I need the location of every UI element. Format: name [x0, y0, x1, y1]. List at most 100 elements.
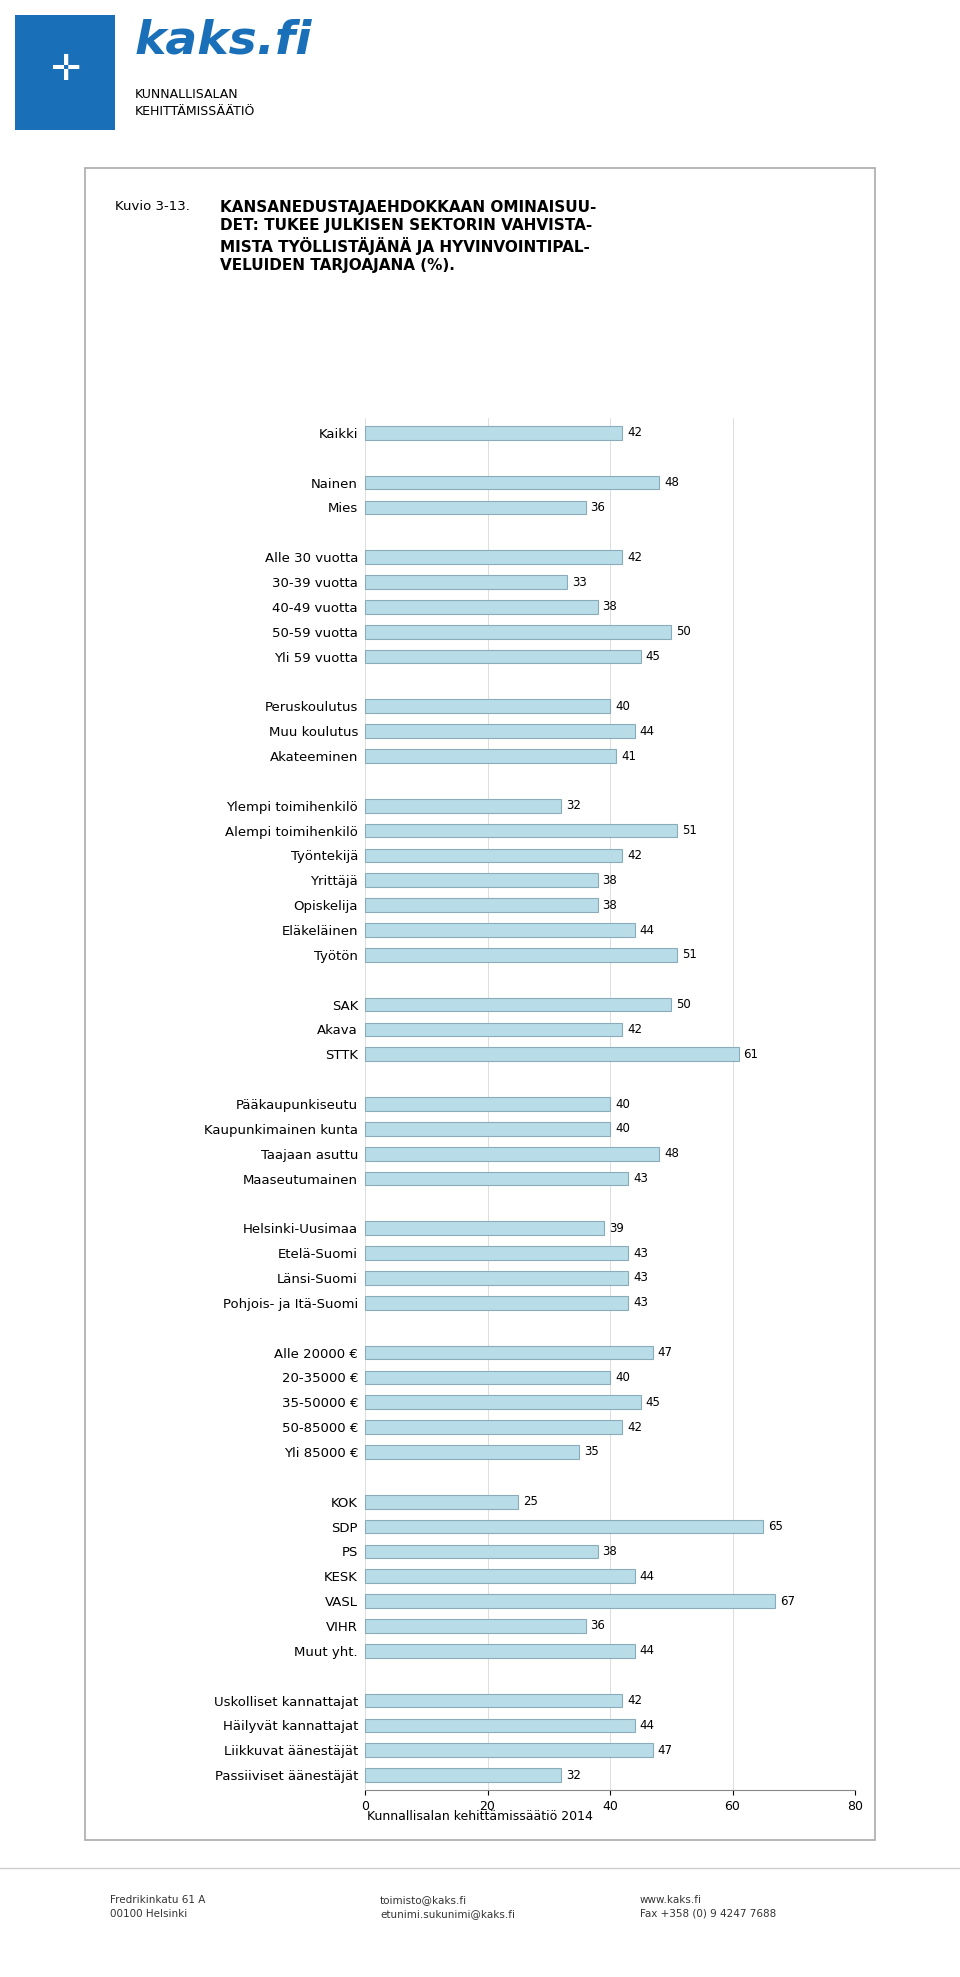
Text: 39: 39	[609, 1222, 624, 1236]
Text: 47: 47	[658, 1346, 673, 1358]
Bar	[365, 1147, 659, 1160]
Bar	[365, 1297, 629, 1309]
Text: 45: 45	[645, 1396, 660, 1410]
Text: 67: 67	[780, 1595, 795, 1607]
Text: 40: 40	[615, 1097, 630, 1111]
Text: 43: 43	[634, 1271, 648, 1285]
Bar	[365, 1520, 763, 1534]
Bar	[365, 1022, 622, 1036]
Bar	[365, 1123, 610, 1135]
Bar	[365, 1619, 586, 1633]
Bar	[365, 476, 659, 490]
Bar	[365, 1097, 610, 1111]
Text: Fredrikinkatu 61 A
00100 Helsinki: Fredrikinkatu 61 A 00100 Helsinki	[110, 1896, 205, 1920]
Text: 36: 36	[590, 500, 605, 514]
Text: 44: 44	[639, 1718, 655, 1732]
Bar	[365, 749, 616, 763]
Text: 65: 65	[768, 1520, 783, 1532]
Text: KANSANEDUSTAJAEHDOKKAAN OMINAISUU-
DET: TUKEE JULKISEN SEKTORIN VAHVISTA-
MISTA : KANSANEDUSTAJAEHDOKKAAN OMINAISUU- DET: …	[220, 200, 596, 273]
Text: 47: 47	[658, 1744, 673, 1758]
Bar	[365, 1222, 604, 1236]
Bar	[365, 848, 622, 862]
Bar	[365, 1445, 580, 1459]
Text: Kunnallisalan kehittämissäätiö 2014: Kunnallisalan kehittämissäätiö 2014	[367, 1811, 593, 1823]
Bar	[365, 650, 640, 664]
Text: 40: 40	[615, 700, 630, 714]
Bar	[365, 898, 598, 911]
Bar	[365, 1048, 738, 1062]
Text: 41: 41	[621, 749, 636, 763]
Bar	[365, 1694, 622, 1708]
Text: 43: 43	[634, 1247, 648, 1259]
Text: ✛: ✛	[50, 53, 80, 87]
Text: 43: 43	[634, 1172, 648, 1184]
Text: 42: 42	[627, 1421, 642, 1433]
Text: 36: 36	[590, 1619, 605, 1633]
Bar	[365, 1396, 640, 1410]
Bar	[365, 874, 598, 888]
Text: 42: 42	[627, 1694, 642, 1706]
Text: Kuvio 3-13.: Kuvio 3-13.	[115, 200, 190, 214]
Bar	[365, 799, 561, 813]
Text: 50: 50	[676, 998, 691, 1010]
Text: 44: 44	[639, 1570, 655, 1584]
Text: 48: 48	[664, 476, 679, 488]
Text: 33: 33	[572, 575, 587, 589]
Text: 38: 38	[603, 900, 617, 911]
Text: toimisto@kaks.fi
etunimi.sukunimi@kaks.fi: toimisto@kaks.fi etunimi.sukunimi@kaks.f…	[380, 1896, 515, 1920]
Bar	[365, 824, 678, 838]
Text: 32: 32	[565, 1769, 581, 1781]
Bar	[365, 1495, 518, 1508]
Text: 51: 51	[683, 824, 697, 836]
Bar	[365, 1744, 653, 1758]
Bar	[365, 1419, 622, 1433]
Text: 44: 44	[639, 1645, 655, 1657]
Text: 50: 50	[676, 625, 691, 639]
Bar	[365, 500, 586, 514]
Bar	[365, 1346, 653, 1360]
Bar	[365, 625, 671, 639]
Text: KEHITTÄMISSÄÄTIÖ: KEHITTÄMISSÄÄTIÖ	[135, 105, 255, 119]
Text: 48: 48	[664, 1147, 679, 1160]
Bar	[365, 601, 598, 613]
Text: 35: 35	[585, 1445, 599, 1459]
Text: 44: 44	[639, 726, 655, 737]
Text: 40: 40	[615, 1370, 630, 1384]
Bar	[365, 1767, 561, 1781]
Text: kaks.fi: kaks.fi	[135, 18, 313, 63]
Bar	[365, 1593, 776, 1607]
Bar	[365, 923, 635, 937]
Bar	[365, 427, 622, 439]
Bar	[365, 1718, 635, 1732]
Text: 42: 42	[627, 427, 642, 439]
Text: 51: 51	[683, 949, 697, 961]
Bar	[365, 550, 622, 563]
Text: 43: 43	[634, 1297, 648, 1309]
Text: 32: 32	[565, 799, 581, 813]
Bar	[365, 724, 635, 737]
Text: 25: 25	[523, 1495, 538, 1508]
Bar	[365, 1544, 598, 1558]
Text: 38: 38	[603, 1544, 617, 1558]
Text: 40: 40	[615, 1123, 630, 1135]
Text: 45: 45	[645, 650, 660, 662]
Bar	[365, 1370, 610, 1384]
Bar	[365, 575, 567, 589]
Bar	[365, 1172, 629, 1186]
Bar	[365, 1645, 635, 1657]
Text: 38: 38	[603, 601, 617, 613]
Bar	[365, 998, 671, 1012]
Bar	[365, 1570, 635, 1584]
Text: 61: 61	[744, 1048, 758, 1062]
Bar	[365, 1271, 629, 1285]
Bar	[365, 1246, 629, 1259]
Text: 44: 44	[639, 923, 655, 937]
Text: 42: 42	[627, 848, 642, 862]
Bar	[365, 700, 610, 714]
Bar	[365, 949, 678, 961]
Text: www.kaks.fi
Fax +358 (0) 9 4247 7688: www.kaks.fi Fax +358 (0) 9 4247 7688	[640, 1896, 777, 1920]
Text: 38: 38	[603, 874, 617, 888]
Text: 42: 42	[627, 552, 642, 563]
Text: KUNNALLISALAN: KUNNALLISALAN	[135, 89, 239, 101]
Text: 42: 42	[627, 1022, 642, 1036]
